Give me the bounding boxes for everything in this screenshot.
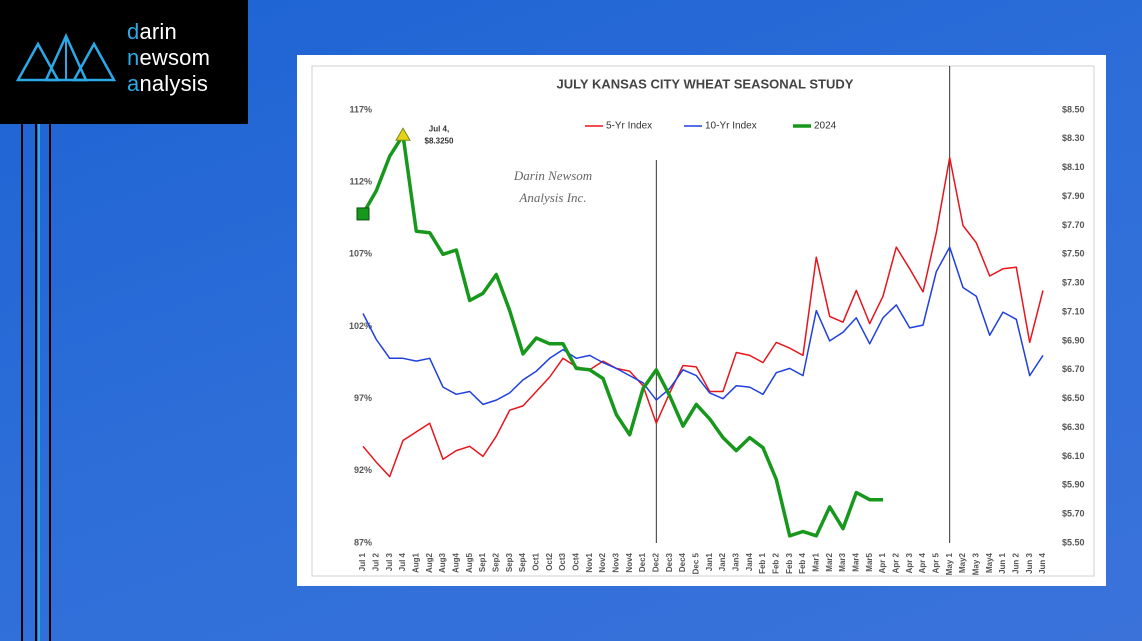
y2-tick-label: $5.70 (1062, 509, 1085, 519)
x-tick-label: May 1 (945, 552, 954, 575)
y2-tick-label: $8.50 (1062, 104, 1085, 114)
annotation: Jul 4, (429, 124, 449, 133)
x-tick-label: Sep1 (478, 552, 487, 572)
series-line (362, 156, 1044, 478)
x-tick-label: Apr 5 (931, 552, 940, 573)
x-tick-label: Feb 2 (771, 552, 780, 573)
x-tick-label: Dec3 (665, 552, 674, 572)
logo-word: analysis (127, 71, 209, 96)
x-tick-label: Mar2 (825, 552, 834, 571)
x-tick-label: Aug5 (465, 552, 474, 573)
y2-tick-label: $5.90 (1062, 480, 1085, 490)
x-tick-label: Oct1 (531, 552, 540, 570)
y-tick-label: 92% (354, 465, 372, 475)
x-tick-label: Feb 3 (785, 552, 794, 573)
x-tick-label: Nov4 (625, 552, 634, 572)
x-tick-label: Sep2 (491, 552, 500, 572)
x-tick-label: Mar3 (838, 552, 847, 571)
x-tick-label: Feb 4 (798, 552, 807, 573)
watermark: Analysis Inc. (518, 190, 586, 205)
x-tick-label: May4 (985, 552, 994, 573)
x-tick-label: Aug2 (425, 552, 434, 573)
logo-word: newsom (127, 45, 211, 70)
y2-tick-label: $7.90 (1062, 191, 1085, 201)
x-tick-label: Nov2 (598, 552, 607, 572)
x-tick-label: May2 (958, 552, 967, 573)
legend-label: 10-Yr Index (705, 121, 757, 132)
y2-tick-label: $6.30 (1062, 422, 1085, 432)
x-tick-label: Dec 5 (691, 552, 700, 574)
y2-tick-label: $6.90 (1062, 335, 1085, 345)
y2-tick-label: $7.50 (1062, 249, 1085, 259)
x-tick-label: Jul 1 (358, 552, 367, 571)
y-tick-label: 107% (349, 249, 372, 259)
y2-tick-label: $6.50 (1062, 393, 1085, 403)
x-tick-label: Dec4 (678, 552, 687, 572)
x-tick-label: Aug1 (411, 552, 420, 573)
x-tick-label: Dec2 (651, 552, 660, 572)
x-tick-label: Oct4 (571, 552, 580, 570)
start-marker (356, 207, 370, 221)
logo-icon (15, 32, 117, 82)
x-tick-label: Dec1 (638, 552, 647, 572)
x-tick-label: Sep3 (505, 552, 514, 572)
x-tick-label: Jun 2 (1011, 552, 1020, 573)
x-tick-label: Aug4 (451, 552, 460, 573)
y2-tick-label: $6.70 (1062, 364, 1085, 374)
x-tick-label: Mar4 (851, 552, 860, 571)
annotation: $8.3250 (425, 136, 454, 145)
series-line (361, 133, 883, 538)
x-tick-label: Sep4 (518, 552, 527, 572)
y2-tick-label: $7.30 (1062, 278, 1085, 288)
x-tick-label: Jan3 (731, 552, 740, 571)
x-tick-label: Jan1 (705, 552, 714, 571)
x-tick-label: Jul 3 (385, 552, 394, 571)
x-tick-label: Aug3 (438, 552, 447, 573)
series-line (362, 246, 1044, 406)
peak-marker (395, 127, 411, 141)
x-tick-label: Jun 1 (998, 552, 1007, 573)
logo: darin newsom analysis (0, 0, 248, 124)
legend-label: 5-Yr Index (606, 121, 652, 132)
y-tick-label: 102% (349, 321, 372, 331)
x-tick-label: Nov1 (585, 552, 594, 572)
x-tick-label: Apr 4 (918, 552, 927, 573)
y2-tick-label: $6.10 (1062, 451, 1085, 461)
y-tick-label: 87% (354, 537, 372, 547)
chart-title: JULY KANSAS CITY WHEAT SEASONAL STUDY (557, 76, 854, 91)
x-tick-label: Oct2 (545, 552, 554, 570)
x-tick-label: Jun 3 (1025, 552, 1034, 573)
side-rules (21, 124, 51, 641)
y2-tick-label: $8.10 (1062, 162, 1085, 172)
legend-label: 2024 (814, 121, 837, 132)
y-tick-label: 117% (349, 104, 372, 114)
x-tick-label: Jan4 (745, 552, 754, 571)
x-tick-label: Mar1 (811, 552, 820, 571)
watermark: Darin Newsom (513, 168, 592, 183)
y2-tick-label: $5.50 (1062, 537, 1085, 547)
x-tick-label: Mar5 (865, 552, 874, 571)
x-tick-label: Feb 1 (758, 552, 767, 573)
plot-border (311, 65, 1095, 577)
x-tick-label: May 3 (971, 552, 980, 575)
chart-panel (297, 55, 1106, 586)
x-tick-label: Apr 2 (891, 552, 900, 573)
x-tick-label: Jul 4 (398, 552, 407, 571)
x-tick-label: Jun 4 (1038, 552, 1047, 573)
y2-tick-label: $7.10 (1062, 306, 1085, 316)
y-tick-label: 112% (349, 177, 372, 187)
y2-tick-label: $8.30 (1062, 133, 1085, 143)
logo-word: darin (127, 19, 177, 44)
x-tick-label: Jul 2 (371, 552, 380, 571)
x-tick-label: Jan2 (718, 552, 727, 571)
y2-tick-label: $7.70 (1062, 220, 1085, 230)
x-tick-label: Nov3 (611, 552, 620, 572)
x-tick-label: Oct3 (558, 552, 567, 570)
x-tick-label: Apr 1 (878, 552, 887, 573)
x-tick-label: Apr 3 (905, 552, 914, 573)
y-tick-label: 97% (354, 393, 372, 403)
